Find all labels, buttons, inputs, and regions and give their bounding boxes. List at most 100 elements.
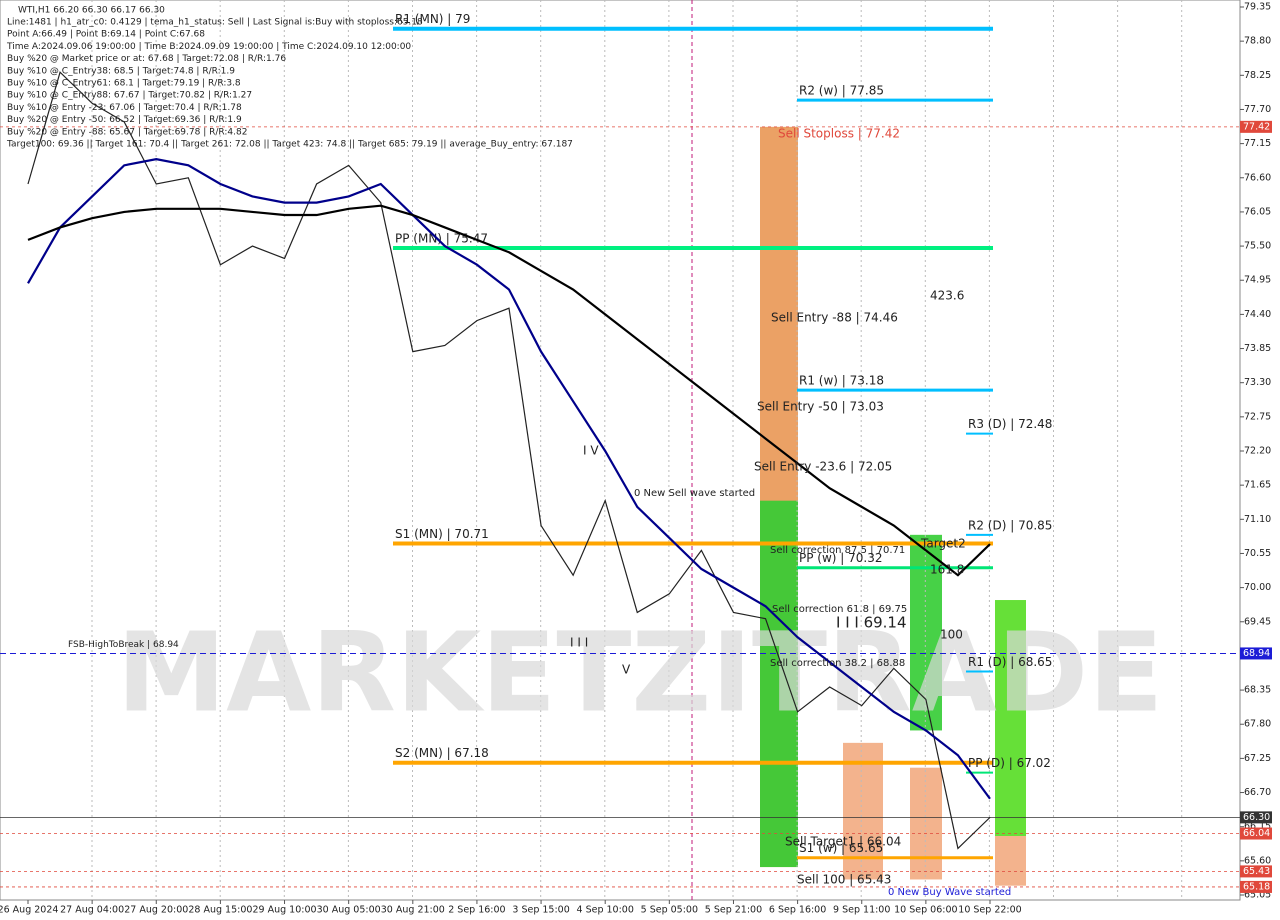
price-tag-label: 65.18 [1243, 881, 1270, 892]
info-line: Buy %10 @ C_Entry88: 67.67 | Target:70.8… [7, 91, 252, 101]
annotation: Sell correction 38.2 | 68.88 [770, 658, 905, 669]
price-tag-label: 66.30 [1243, 812, 1270, 823]
y-tick-label: 70.55 [1244, 548, 1271, 559]
x-tick-label: 5 Sep 21:00 [705, 905, 762, 916]
annotation: Sell correction 87.5 | 70.71 [770, 545, 905, 556]
price-tag [1240, 647, 1272, 660]
annotation: 0 New Sell wave started [634, 488, 755, 499]
annotation: I I I 69.14 [836, 614, 907, 632]
level-label: R2 (D) | 70.85 [968, 518, 1052, 532]
info-line: Point A:66.49 | Point B:69.14 | Point C:… [7, 30, 205, 40]
x-tick-label: 28 Aug 15:00 [188, 905, 252, 916]
x-tick-label: 4 Sep 10:00 [577, 905, 634, 916]
y-tick-label: 77.70 [1244, 104, 1271, 115]
annotation: Sell Entry -50 | 73.03 [757, 400, 884, 414]
x-tick-label: 30 Aug 05:00 [317, 905, 381, 916]
price-tag-label: 65.43 [1243, 866, 1270, 877]
info-line: Target100: 69.36 || Target 161: 70.4 || … [6, 140, 573, 150]
info-line: Buy %20 @ Market price or at: 67.68 | Ta… [7, 54, 286, 64]
y-tick-label: 74.40 [1244, 309, 1271, 320]
price-series [27, 204, 991, 577]
level-label: S2 (MN) | 67.18 [395, 746, 489, 760]
annotation: Target2 [920, 537, 966, 551]
y-tick-label: 76.05 [1244, 206, 1271, 217]
y-tick-label: 75.50 [1244, 241, 1271, 252]
x-tick-label: 6 Sep 16:00 [769, 905, 826, 916]
x-tick-label: 30 Aug 21:00 [381, 905, 445, 916]
annotation: Sell Target1 | 66.04 [785, 835, 901, 849]
y-tick-label: 71.65 [1244, 480, 1271, 491]
level-label: R2 (w) | 77.85 [799, 84, 884, 98]
info-line: Buy %20 @ Entry -88: 65.67 | Target:69.7… [7, 127, 247, 137]
annotation: Sell Stoploss | 77.42 [778, 127, 900, 141]
watermark: MARKETZITRADE [117, 608, 1164, 736]
level-label: S1 (w) | 65.65 [799, 841, 883, 855]
annotation: I V [583, 444, 599, 458]
annotation: 100 [940, 628, 963, 642]
y-tick-label: 78.25 [1244, 70, 1271, 81]
level-label: R1 (MN) | 79 [395, 12, 470, 26]
annotation: 0 New Buy Wave started [888, 887, 1011, 898]
info-line: Buy %10 @ C_Entry61: 68.1 | Target:79.19… [7, 79, 241, 89]
x-tick-label: 27 Aug 20:00 [124, 905, 188, 916]
y-tick-label: 72.75 [1244, 411, 1271, 422]
x-tick-label: 10 Sep 22:00 [958, 905, 1021, 916]
price-tag-label: 77.42 [1243, 121, 1270, 132]
level-label: PP (D) | 67.02 [968, 756, 1051, 770]
y-tick-label: 73.30 [1244, 377, 1271, 388]
annotation: 423.6 [930, 289, 964, 303]
y-tick-label: 71.10 [1244, 514, 1271, 525]
y-tick-label: 65.60 [1244, 855, 1271, 866]
price-tag-label: 68.94 [1243, 648, 1270, 659]
annotation: Sell Entry -88 | 74.46 [771, 311, 898, 325]
y-tick-label: 79.35 [1244, 2, 1271, 13]
level-label: R1 (w) | 73.18 [799, 374, 884, 388]
price-tag [1240, 827, 1272, 840]
y-tick-label: 66.70 [1244, 787, 1271, 798]
y-tick-label: 72.20 [1244, 446, 1271, 457]
level-label: PP (w) | 70.32 [799, 551, 883, 565]
price-tag [1240, 811, 1272, 824]
y-tick-label: 76.60 [1244, 172, 1271, 183]
zone [910, 767, 942, 880]
price-tag [1240, 120, 1272, 133]
y-tick-label: 77.15 [1244, 138, 1271, 149]
price-series [27, 158, 991, 800]
plot-area [0, 0, 1241, 901]
y-tick-label: 78.80 [1244, 36, 1271, 47]
y-tick-label: 70.00 [1244, 582, 1271, 593]
x-tick-label: 9 Sep 11:00 [833, 905, 890, 916]
price-tag-label: 66.04 [1243, 828, 1270, 839]
y-tick-label: 65.05 [1244, 890, 1271, 901]
zone [760, 500, 798, 868]
zone [995, 600, 1026, 837]
level-label: R3 (D) | 72.48 [968, 417, 1052, 431]
x-tick-label: 27 Aug 04:00 [60, 905, 124, 916]
x-tick-label: 26 Aug 2024 [0, 905, 58, 916]
annotation: Sell correction 61.8 | 69.75 [772, 604, 907, 615]
x-tick-label: 29 Aug 10:00 [253, 905, 317, 916]
info-line: Time A:2024.09.06 19:00:00 | Time B:2024… [6, 42, 411, 52]
price-series [27, 71, 991, 850]
price-tag [1240, 880, 1272, 893]
info-line: Buy %10 @ Entry -23: 67.06 | Target:70.4… [7, 103, 242, 113]
y-tick-label: 74.95 [1244, 275, 1271, 286]
info-line: Line:1481 | h1_atr_c0: 0.4129 | tema_h1_… [7, 18, 423, 28]
info-line: Buy %20 @ Entry -50: 66.52 | Target:69.3… [7, 115, 242, 125]
level-label: FSB-HighToBreak | 68.94 [68, 640, 179, 650]
annotation: V [622, 663, 631, 677]
x-tick-label: 10 Sep 06:00 [894, 905, 957, 916]
annotation: I I I [570, 636, 588, 650]
chart-title: WTI,H1 66.20 66.30 66.17 66.30 [18, 6, 165, 16]
price-tag [1240, 865, 1272, 878]
x-tick-label: 2 Sep 16:00 [448, 905, 505, 916]
level-label: R1 (D) | 68.65 [968, 655, 1052, 669]
y-tick-label: 68.35 [1244, 685, 1271, 696]
annotation: 161.8 [930, 563, 964, 577]
y-tick-label: 66.15 [1244, 821, 1271, 832]
level-label: S1 (MN) | 70.71 [395, 527, 489, 541]
background-layer [91, 0, 1183, 900]
x-tick-label: 3 Sep 15:00 [512, 905, 569, 916]
annotation: Sell Entry -23.6 | 72.05 [754, 460, 892, 474]
